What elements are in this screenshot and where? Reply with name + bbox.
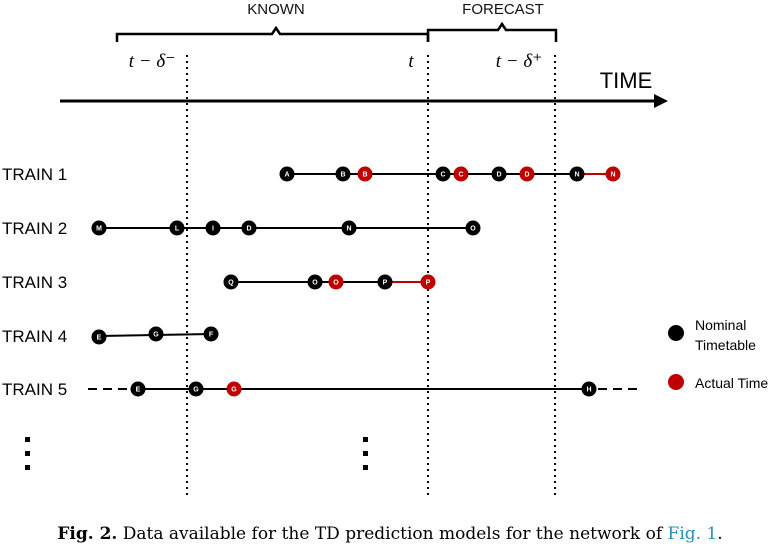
station-letter: H (586, 387, 591, 394)
caption-prefix: Fig. 2. (57, 524, 118, 544)
marker-now: t (408, 51, 414, 72)
train-row: TRAIN 1 A B B C C D D N N (2, 165, 621, 184)
station-letter: G (231, 387, 237, 394)
station-letter: M (96, 226, 102, 233)
nominal-time-node (569, 166, 585, 182)
nominal-time-node (465, 220, 481, 236)
train-row: TRAIN 3 Q O O P P (2, 273, 436, 292)
actual-time-node (420, 274, 436, 290)
station-letter: B (340, 172, 345, 179)
legend-nominal-line2: Timetable (695, 337, 756, 353)
caption-suffix: . (717, 524, 723, 544)
known-label: KNOWN (247, 1, 305, 18)
station-letter: O (312, 280, 318, 287)
station-letter: D (246, 226, 251, 233)
forecast-bracket: FORECAST (426, 1, 558, 42)
station-letter: Q (228, 280, 234, 287)
nominal-time-node (279, 166, 295, 182)
trains-group: TRAIN 1 A B B C C D D N N TRAIN 2 M L I D N O TRAIN 3 Q O O P… (2, 165, 638, 399)
station-letter: O (470, 226, 476, 233)
legend: Nominal Timetable Actual Time (668, 317, 768, 391)
nominal-time-node (169, 220, 185, 236)
nominal-time-node (130, 381, 146, 397)
train-label: TRAIN 5 (2, 380, 67, 399)
station-letter: P (383, 280, 388, 287)
nominal-time-node (491, 166, 507, 182)
actual-time-node (357, 166, 373, 182)
caption-figure-link[interactable]: Fig. 1 (667, 524, 718, 544)
train-label: TRAIN 4 (2, 327, 67, 346)
legend-nominal-line1: Nominal (695, 317, 746, 333)
time-axis: TIME (60, 68, 668, 108)
station-letter: N (346, 226, 351, 233)
station-letter: N (610, 172, 615, 179)
station-letter: E (136, 387, 141, 394)
actual-time-node (605, 166, 621, 182)
station-letter: D (496, 172, 501, 179)
legend-actual-swatch (668, 374, 684, 390)
marker-future: t − δ⁺ (496, 51, 542, 72)
actual-time-node (519, 166, 535, 182)
caption-text: Data available for the TD prediction mod… (122, 524, 663, 544)
nominal-time-node (377, 274, 393, 290)
station-letter: C (458, 172, 463, 179)
actual-time-node (453, 166, 469, 182)
station-letter: A (284, 172, 289, 179)
nominal-time-node (188, 381, 204, 397)
station-letter: E (97, 335, 102, 342)
nominal-time-node (341, 220, 357, 236)
nominal-time-node (435, 166, 451, 182)
station-letter: G (153, 332, 159, 339)
known-bracket: KNOWN (115, 1, 430, 42)
nominal-time-node (581, 381, 597, 397)
nominal-time-node (335, 166, 351, 182)
nominal-time-node (241, 220, 257, 236)
nominal-time-node (148, 326, 164, 342)
train-row: TRAIN 5 E G G H (2, 380, 638, 399)
station-letter: L (175, 226, 180, 233)
nominal-time-node (307, 274, 323, 290)
nominal-time-node (91, 220, 107, 236)
nominal-time-node (91, 329, 107, 345)
nominal-time-node (203, 326, 219, 342)
station-letter: G (193, 387, 199, 394)
more-trains-ellipsis (25, 437, 368, 470)
station-letter: D (524, 172, 529, 179)
nominal-time-node (223, 274, 239, 290)
legend-nominal-swatch (668, 325, 684, 341)
station-letter: N (574, 172, 579, 179)
train-label: TRAIN 2 (2, 219, 67, 238)
station-letter: I (212, 226, 214, 233)
train-row: TRAIN 4 E G F (2, 326, 219, 346)
nominal-time-node (205, 220, 221, 236)
figure-caption: Fig. 2. Data available for the TD predic… (0, 524, 780, 544)
time-axis-label: TIME (600, 68, 653, 93)
station-letter: B (362, 172, 367, 179)
marker-past: t − δ⁻ (129, 51, 175, 72)
station-letter: F (209, 332, 214, 339)
station-letter: P (426, 280, 431, 287)
diagram-canvas: KNOWN FORECAST t − δ⁻ t t − δ⁺ TIME TRAI… (2, 1, 768, 498)
train-label: TRAIN 3 (2, 273, 67, 292)
forecast-label: FORECAST (462, 1, 544, 18)
train-row: TRAIN 2 M L I D N O (2, 219, 481, 238)
legend-actual-label: Actual Time (695, 375, 768, 391)
station-letter: C (440, 172, 445, 179)
train-label: TRAIN 1 (2, 165, 67, 184)
station-letter: O (333, 280, 339, 287)
actual-time-node (226, 381, 242, 397)
actual-time-node (328, 274, 344, 290)
